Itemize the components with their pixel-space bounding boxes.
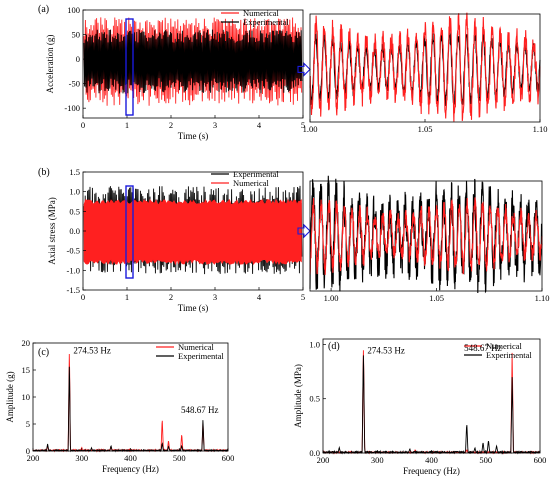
panel-b-zoom-arrow	[297, 223, 311, 239]
panel-b-zoom-window	[125, 185, 134, 279]
panel-d-xtick-label: 400	[425, 455, 438, 465]
panel-b-ytick-label: -0.5	[67, 246, 80, 256]
panel-b-ytick-label: 1.5	[69, 167, 80, 177]
panel-a-ytick-label: 50	[72, 30, 81, 40]
panel-a-legend-label: Experimental	[243, 17, 289, 27]
panel-c-xtick-label: 300	[75, 453, 88, 463]
panel-c-xtick-label: 400	[124, 453, 137, 463]
panel-d-xtick-label: 300	[371, 455, 384, 465]
panel-a-zoom-window	[125, 18, 134, 116]
panel-a-legend-label: Numerical	[243, 8, 280, 18]
panel-b-xtick-label: 4	[257, 292, 262, 302]
panel-d-ytick-label: 0.0	[309, 448, 320, 458]
panel-b-ytick-label: 1.0	[69, 187, 80, 197]
panel-c-peak-annotation: 274.53 Hz	[73, 345, 111, 355]
panel-a-xtick-label: 0	[81, 120, 85, 130]
panel-a-zoom-xtick-label: 1.05	[418, 124, 433, 134]
panel-a-zoom-xtick-label: 1.00	[303, 124, 318, 134]
panel-b-xtick-label: 1	[125, 292, 129, 302]
panel-c-legend-label: Experimental	[178, 351, 224, 361]
panel-d-legend-label: Numerical	[486, 341, 523, 351]
panel-c-ytick-label: 15	[22, 365, 31, 375]
panel-b-legend-label: Numerical	[233, 178, 270, 188]
panel-b-xlabel: Time (s)	[178, 303, 208, 313]
numerical-spectrum-mpa	[323, 350, 541, 455]
panel-c-legend-label: Numerical	[178, 342, 215, 352]
experimental-acceleration-series	[83, 29, 303, 94]
panel-c-xtick-label: 600	[222, 453, 235, 463]
panel-d-ytick-label: 0.5	[309, 394, 320, 404]
panel-a-panel-label: (a)	[38, 4, 49, 15]
panel-b-zoom-xtick-label: 1.00	[324, 293, 339, 303]
panel-c-panel-label: (c)	[38, 347, 49, 358]
panel-c-xtick-label: 200	[27, 453, 40, 463]
panel-a-zoom-xtick-label: 1.10	[533, 124, 548, 134]
panel-c-peak-annotation: 548.67 Hz	[181, 405, 219, 415]
panel-b-xtick-label: 5	[301, 292, 305, 302]
panel-b-ytick-label: 0.5	[69, 206, 80, 216]
panel-b-ytick-label: -1.5	[67, 285, 80, 295]
panel-b-ytick-label: 0.0	[69, 226, 80, 236]
panel-b-xtick-label: 0	[81, 292, 85, 302]
panel-d-ytick-label: 1.0	[309, 339, 320, 349]
panel-c-xtick-label: 500	[173, 453, 186, 463]
panel-a-xtick-label: 1	[125, 120, 129, 130]
panel-a-xtick-label: 3	[213, 120, 217, 130]
panel-b-zoom-frame	[309, 180, 543, 292]
panel-d-legend-label: Experimental	[486, 350, 532, 360]
panel-c-ytick-label: 0	[26, 446, 30, 456]
panel-a-zoom-arrow	[297, 62, 311, 77]
panel-a-ytick-label: -100	[64, 103, 80, 113]
panel-b-zoom-xtick-label: 1.10	[535, 293, 550, 303]
panel-b-zoom-xtick-label: 1.05	[429, 293, 444, 303]
numerical-acceleration-zoom	[309, 12, 541, 122]
panel-d-panel-label: (d)	[328, 341, 340, 352]
numerical-stress-zoom	[309, 197, 543, 275]
panel-a-ytick-label: 100	[67, 5, 80, 15]
panel-c-ytick-label: 20	[22, 338, 31, 348]
panel-b-legend-label: Experimental	[233, 169, 279, 179]
panel-c-xlabel: Frequency (Hz)	[102, 464, 159, 474]
panel-a-xtick-label: 5	[301, 120, 305, 130]
panel-c-ytick-label: 5	[26, 419, 30, 429]
panel-b-panel-label: (b)	[38, 167, 50, 178]
panel-b-xtick-label: 2	[169, 292, 173, 302]
panel-c-ylabel: Amplitude (g)	[5, 371, 15, 422]
panel-d-xtick-label: 600	[534, 455, 547, 465]
panel-d-ylabel: Amplitude (MPa)	[293, 364, 303, 428]
panel-a-ytick-label: 0	[76, 54, 80, 64]
panel-a-frame	[82, 9, 304, 119]
panel-b-ytick-label: -1.0	[67, 265, 80, 275]
panel-d-xtick-label: 500	[479, 455, 492, 465]
numerical-spectrum-g	[32, 353, 229, 453]
panel-a-xtick-label: 4	[257, 120, 262, 130]
panel-b-xtick-label: 3	[213, 292, 217, 302]
panel-d-xtick-label: 200	[317, 455, 330, 465]
panel-b-ylabel: Axial stress (MPa)	[47, 197, 57, 265]
numerical-stress-series	[83, 198, 302, 266]
panel-d-xlabel: Frequency (Hz)	[403, 466, 460, 476]
panel-d-peak-annotation: 548.67 Hz	[464, 343, 502, 353]
panel-a-xtick-label: 2	[169, 120, 173, 130]
panel-d-peak-annotation: 274.53 Hz	[367, 345, 405, 355]
experimental-spectrum-mpa	[322, 355, 541, 455]
panel-c-ytick-label: 10	[22, 392, 31, 402]
panel-a-ytick-label: -50	[69, 79, 80, 89]
panel-a-xlabel: Time (s)	[178, 131, 208, 141]
panel-a-ylabel: Acceleration (g)	[45, 35, 55, 94]
